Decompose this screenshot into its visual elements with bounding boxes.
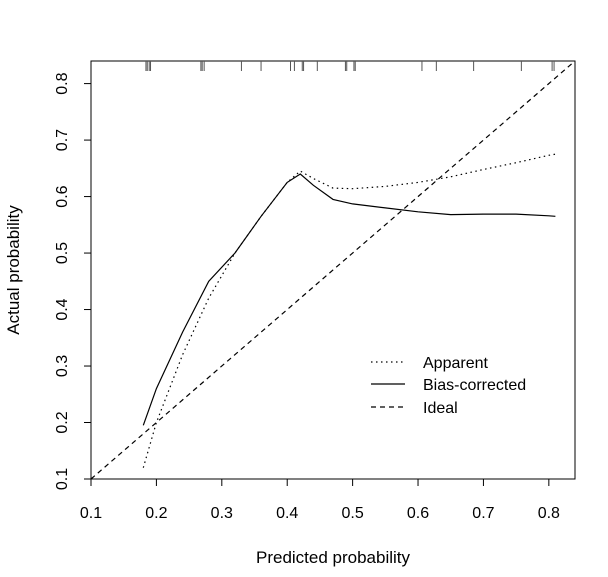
rug-marks — [145, 61, 555, 71]
y-tick-label: 0.7 — [54, 129, 71, 151]
x-tick-label: 0.1 — [80, 505, 102, 522]
x-tick-label: 0.3 — [211, 505, 233, 522]
y-axis-title: Actual probability — [4, 205, 23, 335]
series-line-apparent — [142, 153, 556, 468]
x-tick-label: 0.4 — [276, 505, 298, 522]
x-axis-title: Predicted probability — [256, 548, 411, 567]
y-axis: 0.1 0.2 0.3 0.4 0.5 0.6 0.7 0.8 — [54, 72, 92, 490]
y-tick-label: 0.1 — [54, 468, 71, 490]
y-tick-label: 0.6 — [54, 185, 71, 207]
y-tick-label: 0.4 — [54, 298, 71, 320]
series-line-ideal — [90, 60, 576, 480]
y-tick-label: 0.5 — [54, 242, 71, 264]
legend: Apparent Bias-corrected Ideal — [371, 355, 526, 417]
x-axis: 0.1 0.2 0.3 0.4 0.5 0.6 0.7 0.8 — [80, 478, 560, 522]
x-tick-label: 0.5 — [341, 505, 363, 522]
y-tick-label: 0.3 — [54, 355, 71, 377]
legend-label: Apparent — [423, 355, 488, 372]
y-tick-label: 0.2 — [54, 411, 71, 433]
series-line-bias-corrected — [142, 173, 556, 426]
x-tick-label: 0.7 — [472, 505, 494, 522]
y-tick-label: 0.8 — [54, 72, 71, 94]
legend-label: Bias-corrected — [423, 377, 526, 394]
x-tick-label: 0.2 — [145, 505, 167, 522]
legend-label: Ideal — [423, 400, 458, 417]
x-tick-label: 0.8 — [538, 505, 560, 522]
series-lines — [90, 60, 576, 480]
x-tick-label: 0.6 — [407, 505, 429, 522]
